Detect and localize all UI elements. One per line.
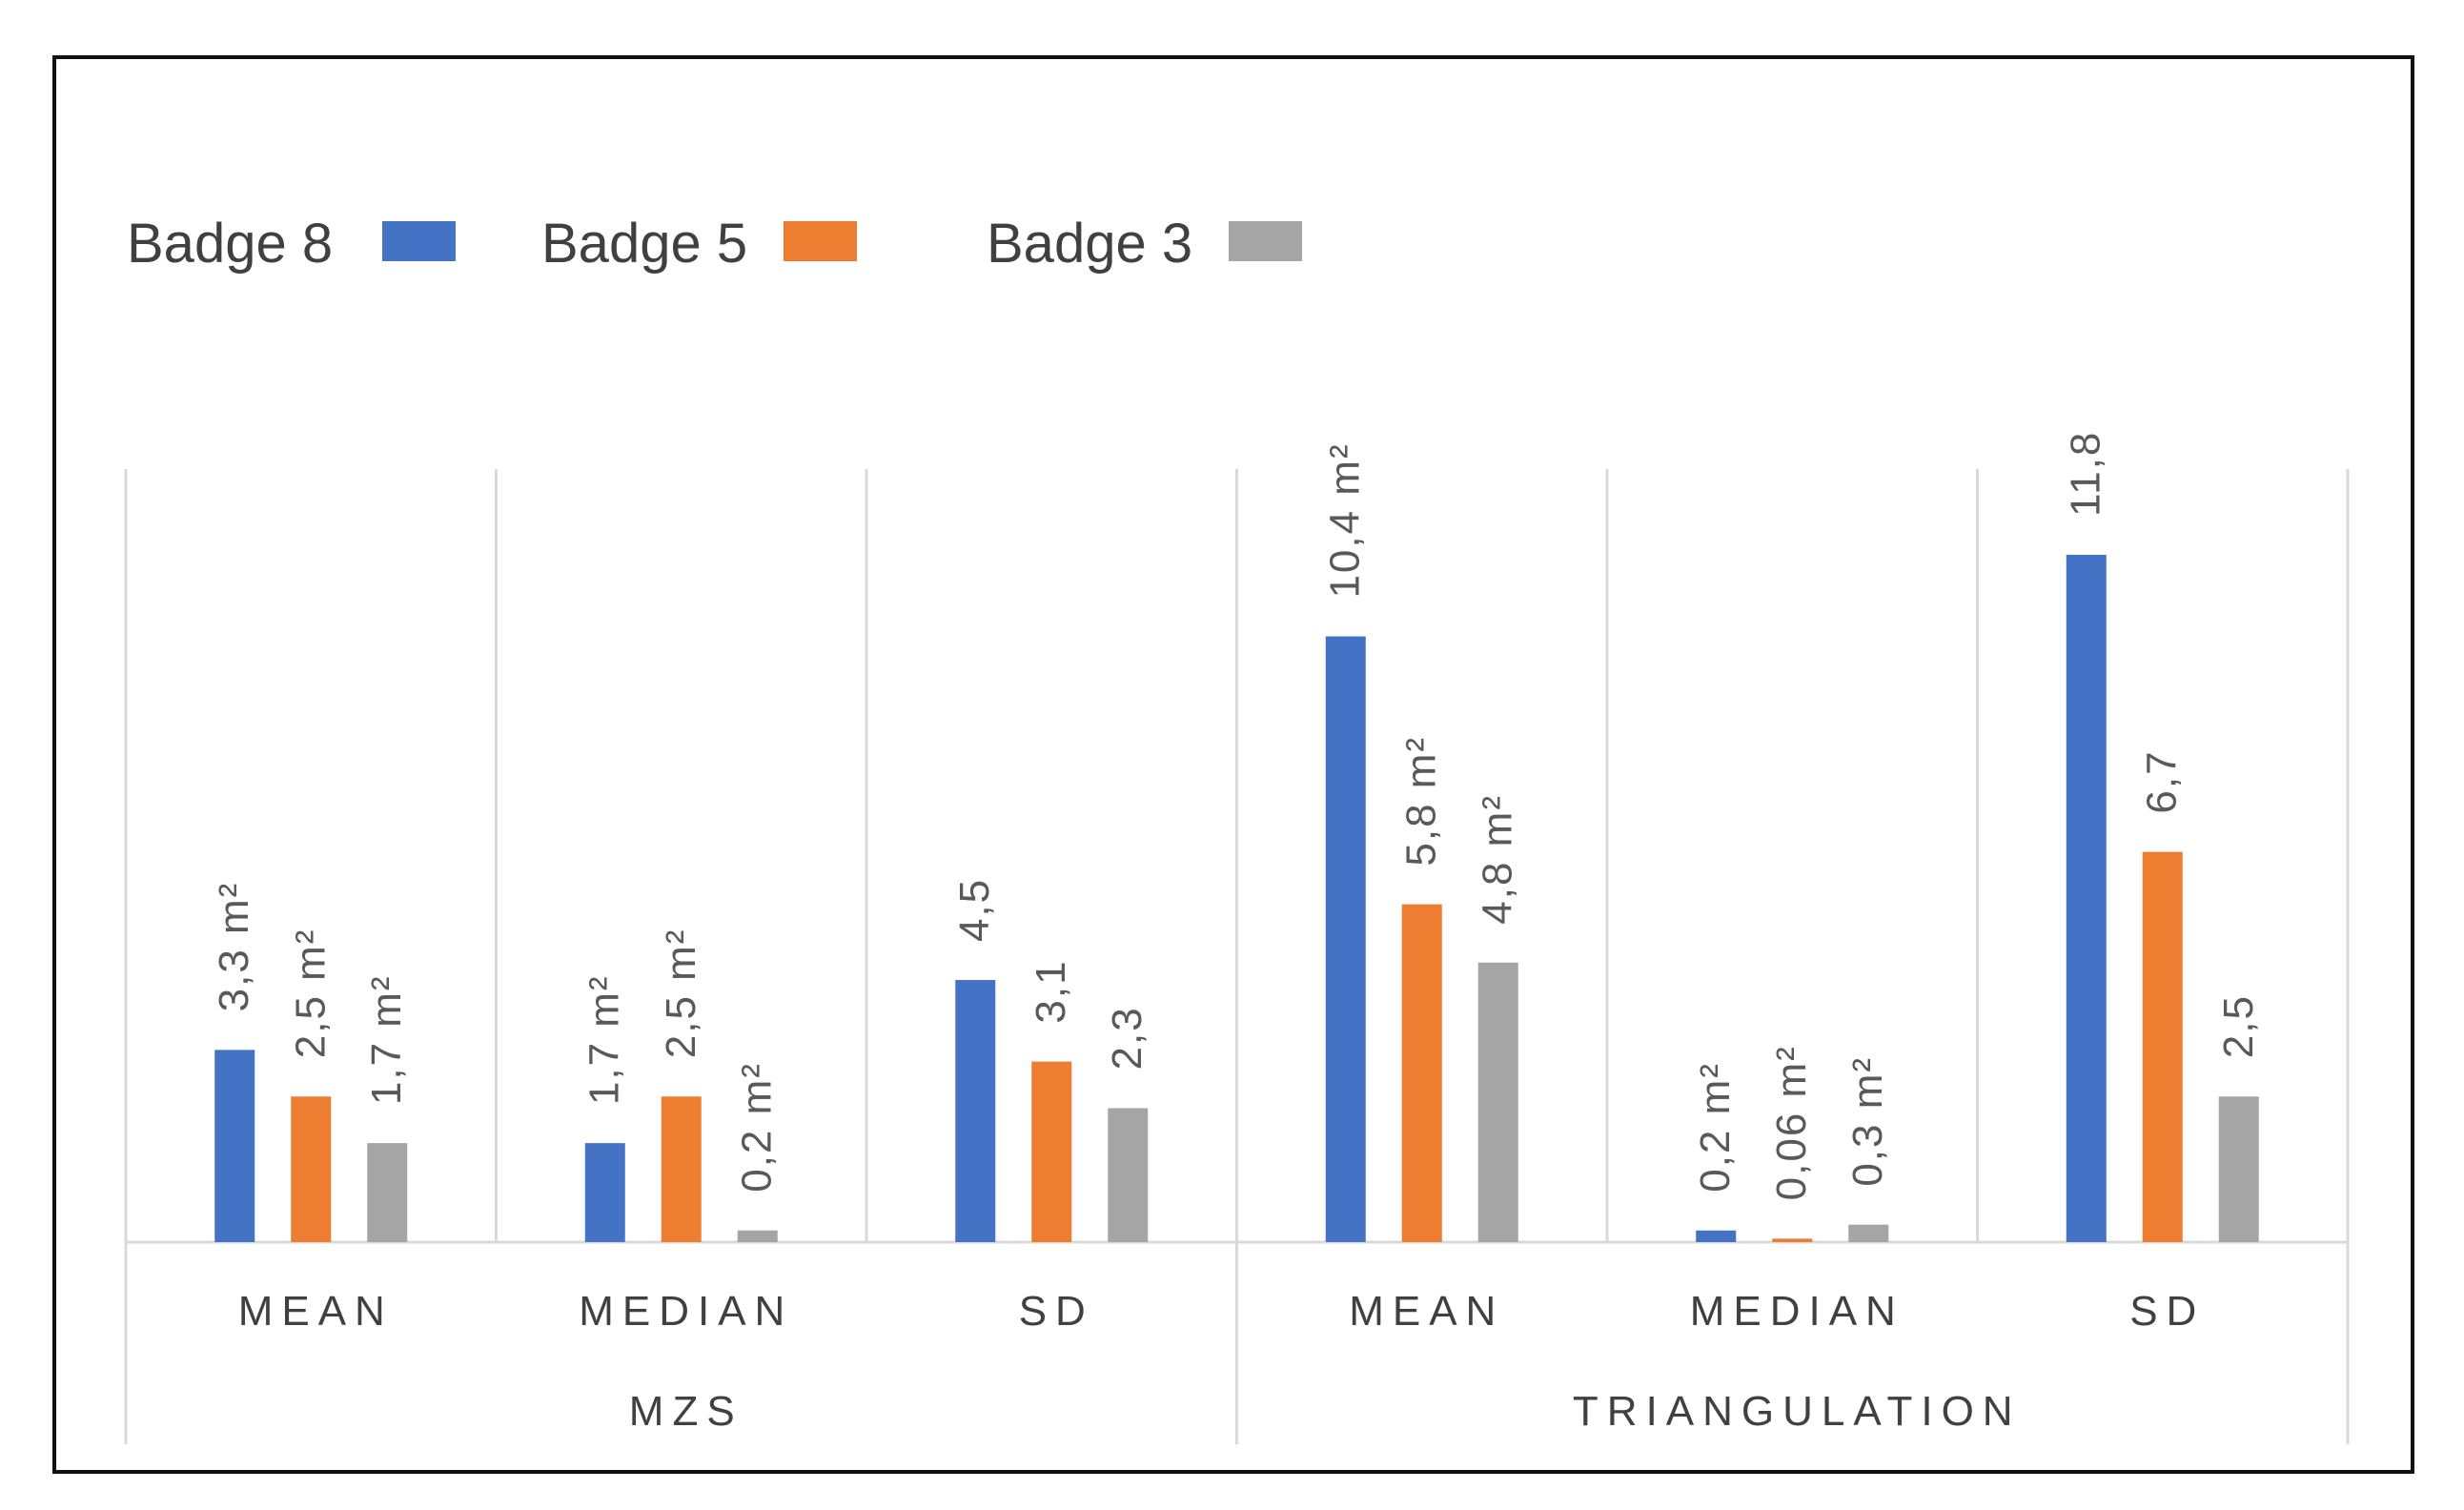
data-label-badge-3-sd: 2,5 — [2215, 994, 2262, 1058]
bar-badge-3-median — [737, 1230, 778, 1242]
category-label-median: MEDIAN — [1690, 1288, 1904, 1335]
legend-swatch-badge-5 — [784, 221, 857, 261]
bar-badge-5-mean — [1401, 904, 1442, 1242]
data-label-badge-3-median: 0,2 m² — [734, 1062, 781, 1193]
bar-badge-8-mean — [1325, 636, 1366, 1242]
group-label-mzs: MZS — [629, 1388, 743, 1435]
data-label-badge-5-mean: 5,8 m² — [1398, 736, 1445, 867]
legend: Badge 8 Badge 5 Badge 3 — [0, 0, 2464, 381]
data-label-badge-3-mean: 4,8 m² — [1475, 794, 1521, 925]
bar-badge-5-mean — [291, 1096, 332, 1242]
data-label-badge-8-sd: 11,8 — [2063, 431, 2109, 517]
bar-badge-3-mean — [367, 1143, 408, 1242]
data-label-badge-5-median: 2,5 m² — [658, 928, 704, 1059]
bar-badge-8-median — [584, 1143, 625, 1242]
bar-badge-8-sd — [955, 980, 996, 1242]
category-label-mean: MEAN — [1349, 1288, 1504, 1335]
group-label-triangulation: TRIANGULATION — [1573, 1388, 2022, 1435]
data-label-badge-5-median: 0,06 m² — [1768, 1045, 1815, 1200]
data-label-badge-8-mean: 10,4 m² — [1322, 442, 1369, 598]
bar-badge-5-sd — [1031, 1061, 1072, 1242]
legend-label-badge-8: Badge 8 — [127, 213, 334, 275]
data-label-badge-5-sd: 3,1 — [1028, 959, 1074, 1023]
data-label-badge-8-median: 0,2 m² — [1692, 1062, 1739, 1193]
data-label-badge-3-median: 0,3 m² — [1844, 1056, 1891, 1187]
data-label-badge-5-sd: 6,7 — [2139, 749, 2186, 813]
data-label-badge-8-mean: 3,3 m² — [211, 882, 257, 1012]
bar-badge-5-median — [661, 1096, 702, 1242]
category-label-sd: SD — [1019, 1288, 1094, 1335]
data-label-badge-3-sd: 2,3 — [1104, 1006, 1151, 1070]
bar-badge-5-median — [1772, 1238, 1813, 1242]
bar-badge-3-sd — [2218, 1096, 2259, 1242]
legend-swatch-badge-8 — [382, 221, 456, 261]
chart-frame — [52, 55, 2414, 1474]
bar-badge-8-mean — [214, 1050, 255, 1242]
data-label-badge-3-mean: 1,7 m² — [363, 974, 410, 1105]
data-label-badge-8-median: 1,7 m² — [581, 974, 628, 1105]
category-label-median: MEDIAN — [579, 1288, 793, 1335]
legend-label-badge-3: Badge 3 — [987, 213, 1193, 275]
category-label-sd: SD — [2129, 1288, 2205, 1335]
legend-swatch-badge-3 — [1229, 221, 1302, 261]
bar-badge-8-sd — [2066, 555, 2107, 1242]
bar-badge-3-median — [1848, 1224, 1889, 1242]
legend-label-badge-5: Badge 5 — [541, 213, 748, 275]
bar-badge-3-mean — [1477, 962, 1518, 1242]
category-label-mean: MEAN — [238, 1288, 394, 1335]
bar-badge-8-median — [1696, 1230, 1737, 1242]
data-label-badge-5-mean: 2,5 m² — [287, 928, 334, 1059]
bar-badge-3-sd — [1108, 1108, 1149, 1242]
bar-badge-5-sd — [2142, 851, 2183, 1242]
data-label-badge-8-sd: 4,5 — [951, 878, 998, 942]
